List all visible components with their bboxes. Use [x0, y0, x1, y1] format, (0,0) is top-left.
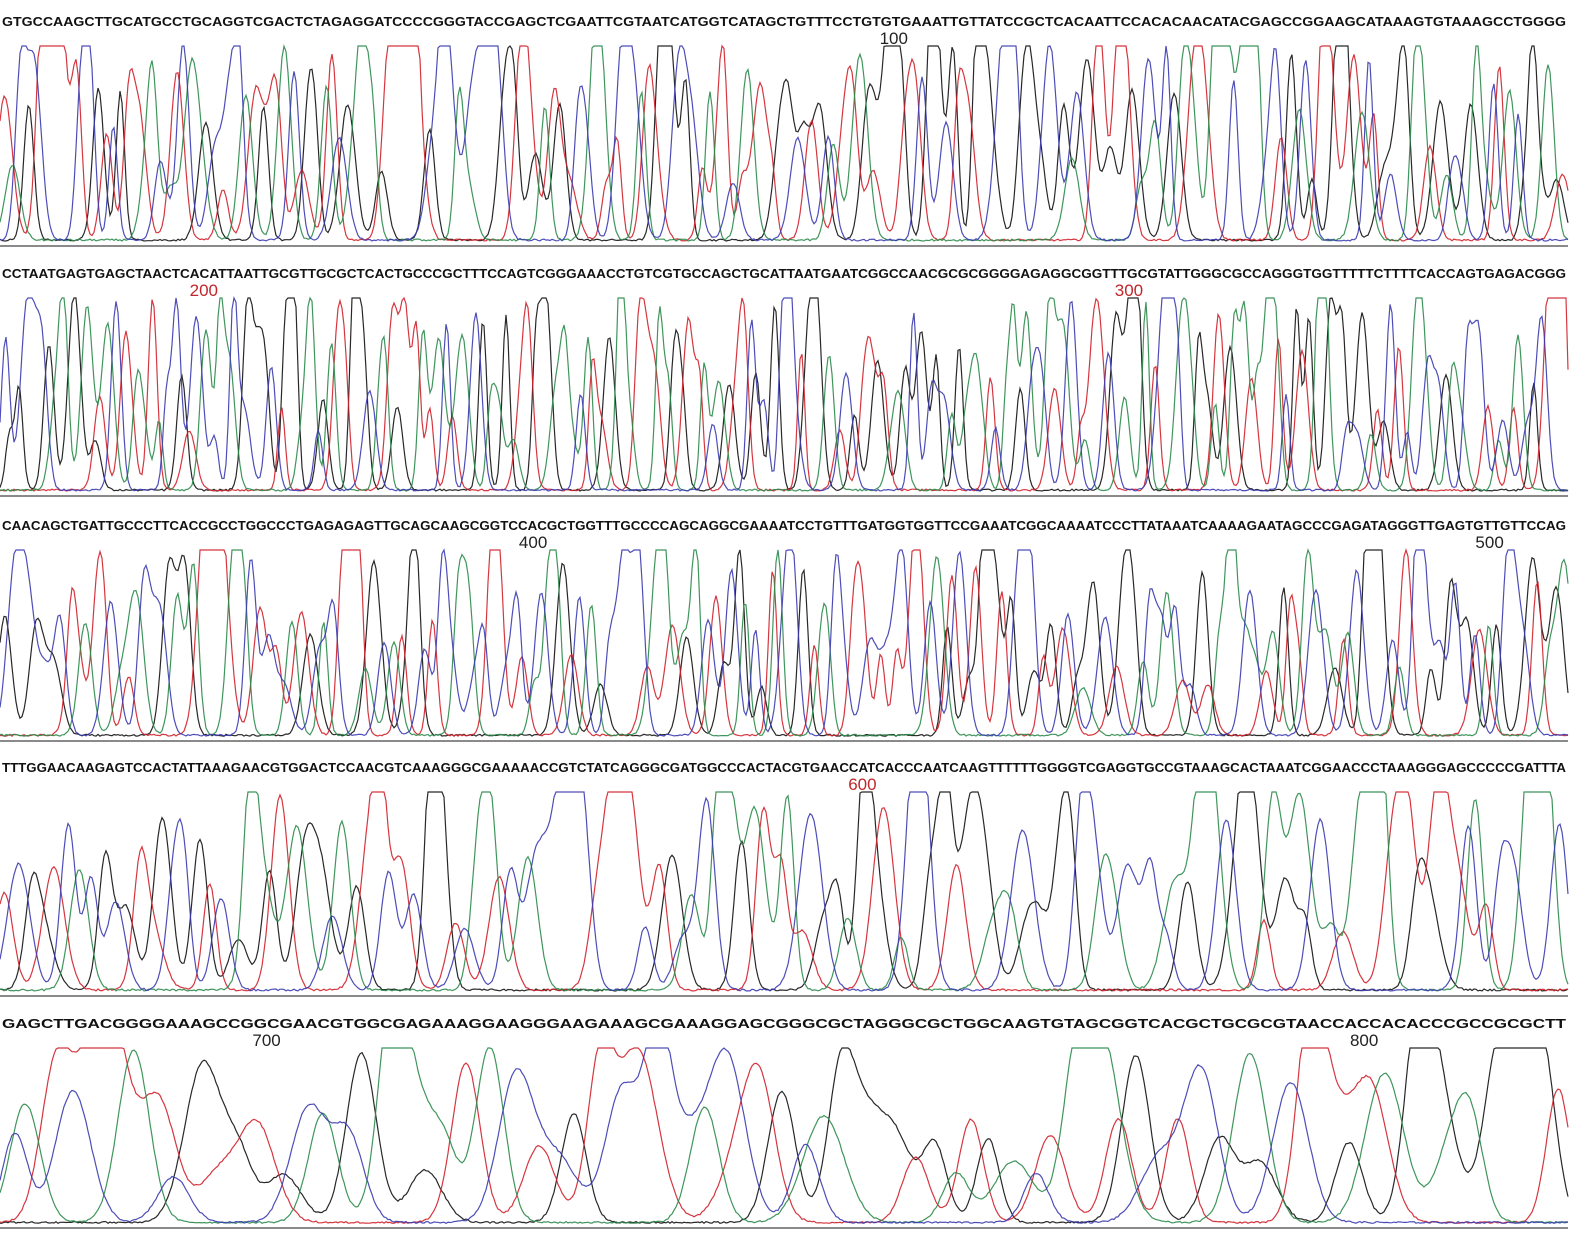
trace: [0, 46, 1568, 241]
trace: [0, 298, 1568, 491]
position-marker: 100: [880, 29, 908, 48]
trace: [0, 792, 1568, 991]
trace: [0, 298, 1568, 491]
position-marker: 400: [519, 533, 547, 552]
sequence-text: CAACAGCTGATTGCCCTTCACCGCCTGGCCCTGAGAGAGT…: [2, 518, 1566, 533]
trace: [0, 792, 1568, 991]
trace: [0, 792, 1568, 991]
trace-row: GTGCCAAGCTTGCATGCCTGCAGGTCGACTCTAGAGGATC…: [0, 14, 1568, 246]
position-marker: 700: [252, 1031, 280, 1050]
trace: [0, 1048, 1568, 1223]
trace: [0, 1048, 1568, 1223]
trace: [0, 298, 1568, 491]
trace-row: CCTAATGAGTGAGCTAACTCACATTAATTGCGTTGCGCTC…: [0, 266, 1568, 496]
sequence-text: TTTGGAACAAGAGTCCACTATTAAAGAACGTGGACTCCAA…: [2, 760, 1567, 775]
position-marker: 200: [190, 281, 218, 300]
trace-row: CAACAGCTGATTGCCCTTCACCGCCTGGCCCTGAGAGAGT…: [0, 518, 1568, 741]
chromatogram: GTGCCAAGCTTGCATGCCTGCAGGTCGACTCTAGAGGATC…: [0, 0, 1576, 1243]
position-marker: 600: [848, 775, 876, 794]
trace: [0, 792, 1568, 991]
trace: [0, 298, 1568, 491]
sequence-text: CCTAATGAGTGAGCTAACTCACATTAATTGCGTTGCGCTC…: [2, 266, 1566, 281]
trace: [0, 1048, 1568, 1223]
position-marker: 300: [1115, 281, 1143, 300]
sequence-text: GTGCCAAGCTTGCATGCCTGCAGGTCGACTCTAGAGGATC…: [2, 14, 1566, 29]
trace-row: GAGCTTGACGGGGAAAGCCGGCGAACGTGGCGAGAAAGGA…: [0, 1016, 1568, 1228]
trace-row: TTTGGAACAAGAGTCCACTATTAAAGAACGTGGACTCCAA…: [0, 760, 1568, 996]
position-marker: 500: [1475, 533, 1503, 552]
trace: [0, 1048, 1568, 1223]
sequence-text: GAGCTTGACGGGGAAAGCCGGCGAACGTGGCGAGAAAGGA…: [2, 1016, 1566, 1031]
position-marker: 800: [1350, 1031, 1378, 1050]
